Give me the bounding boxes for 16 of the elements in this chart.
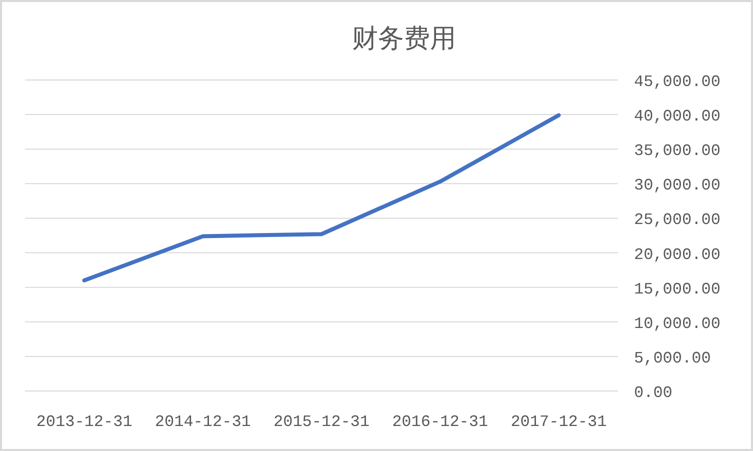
- y-tick-label: 5,000.00: [634, 349, 711, 368]
- x-tick-label: 2015-12-31: [273, 413, 370, 431]
- y-tick-label: 15,000.00: [634, 280, 720, 298]
- y-tick-label: 0.00: [634, 384, 672, 402]
- x-tick-label: 2016-12-31: [392, 413, 488, 431]
- y-tick-label: 45,000.00: [634, 73, 720, 91]
- x-tick-label: 2014-12-31: [154, 413, 251, 431]
- x-tick-label: 2017-12-31: [510, 413, 607, 431]
- y-tick-label: 30,000.00: [634, 176, 720, 195]
- y-tick-label: 35,000.00: [634, 142, 720, 160]
- y-tick-label: 40,000.00: [634, 108, 720, 126]
- y-tick-label: 10,000.00: [634, 314, 720, 333]
- y-tick-label: 25,000.00: [634, 211, 720, 230]
- y-tick-label: 20,000.00: [634, 246, 720, 264]
- title: 财务费用: [352, 24, 456, 53]
- x-tick-label: 2013-12-31: [36, 413, 132, 431]
